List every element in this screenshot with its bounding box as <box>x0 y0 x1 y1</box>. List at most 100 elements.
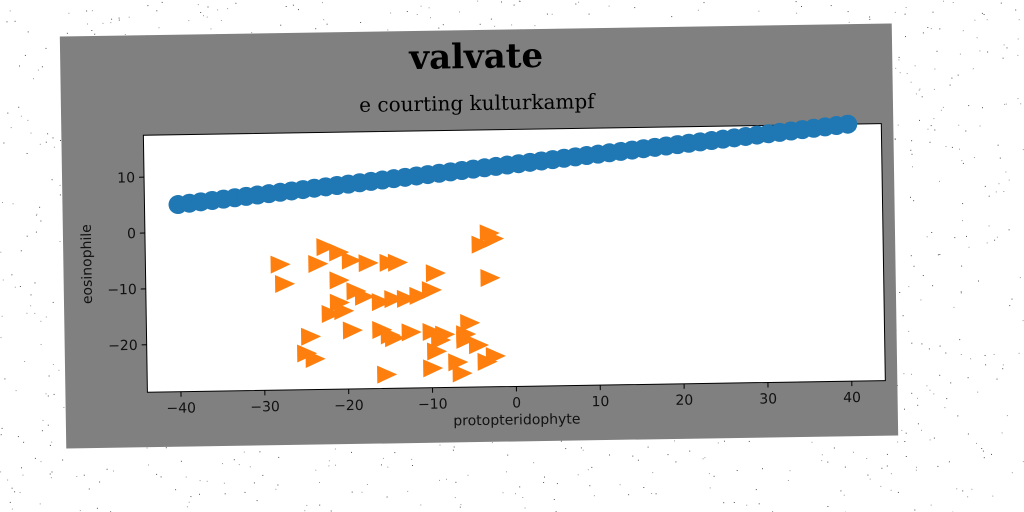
noise-speck <box>929 141 931 143</box>
x-tick-label: 0 <box>512 395 521 411</box>
noise-speck <box>984 185 986 187</box>
noise-speck <box>477 0 479 2</box>
noise-speck <box>551 13 553 15</box>
noise-speck <box>968 246 970 248</box>
scatter-chart: valvate e courting kulturkampf −40 −30 −20… <box>79 36 886 429</box>
noise-speck <box>439 444 441 446</box>
noise-speck <box>467 474 469 476</box>
noise-speck <box>929 439 931 441</box>
noise-speck <box>795 1 797 3</box>
noise-speck <box>148 464 149 466</box>
noise-speck <box>292 4 294 6</box>
noise-speck <box>927 27 929 28</box>
noise-speck <box>199 480 201 482</box>
noise-speck <box>34 282 36 284</box>
noise-speck <box>946 398 948 400</box>
noise-speck <box>59 194 61 196</box>
noise-speck <box>918 89 920 91</box>
noise-speck <box>939 254 941 255</box>
noise-speck <box>886 453 888 455</box>
noise-speck <box>2 279 4 281</box>
noise-speck <box>382 457 384 459</box>
noise-speck <box>533 462 535 464</box>
noise-speck <box>1004 103 1006 105</box>
noise-speck <box>506 471 507 473</box>
noise-speck <box>224 493 226 495</box>
noise-speck <box>977 391 979 393</box>
noise-speck <box>575 3 577 5</box>
noise-speck <box>945 146 947 147</box>
noise-speck <box>905 36 906 38</box>
noise-speck <box>156 473 158 475</box>
noise-speck <box>905 456 907 457</box>
noise-speck <box>277 484 279 486</box>
noise-speck <box>19 492 21 493</box>
noise-speck <box>950 382 952 384</box>
noise-speck <box>1001 432 1003 434</box>
noise-speck <box>188 501 190 503</box>
noise-speck <box>988 225 990 227</box>
noise-speck <box>755 489 757 491</box>
noise-speck <box>1018 352 1020 354</box>
noise-speck <box>940 109 942 111</box>
noise-speck <box>1019 277 1021 279</box>
noise-speck <box>17 436 19 438</box>
noise-speck <box>40 461 42 463</box>
noise-speck <box>47 424 49 426</box>
noise-speck <box>962 490 964 492</box>
noise-speck <box>967 377 969 379</box>
noise-speck <box>937 254 939 256</box>
noise-speck <box>821 454 823 456</box>
noise-speck <box>713 475 715 477</box>
noise-speck <box>973 157 975 158</box>
noise-speck <box>326 23 328 25</box>
noise-speck <box>52 364 54 365</box>
noise-speck <box>1011 472 1013 474</box>
noise-speck <box>323 19 325 21</box>
series-layer <box>168 114 858 384</box>
series-2-point <box>270 255 291 274</box>
noise-speck <box>91 10 93 12</box>
noise-speck <box>34 457 36 459</box>
noise-speck <box>983 457 985 459</box>
noise-speck <box>844 466 846 468</box>
noise-speck <box>1006 415 1008 417</box>
noise-speck <box>1002 368 1004 370</box>
noise-speck <box>992 495 994 497</box>
noise-speck <box>910 149 912 151</box>
noise-speck <box>951 77 953 79</box>
noise-speck <box>697 9 699 11</box>
noise-speck <box>118 19 120 21</box>
noise-speck <box>438 27 440 29</box>
noise-speck <box>637 459 639 461</box>
noise-speck <box>945 352 947 354</box>
noise-speck <box>724 440 725 442</box>
series-2-point <box>384 290 405 309</box>
noise-speck <box>39 503 41 505</box>
noise-speck <box>319 504 321 506</box>
noise-speck <box>942 106 944 108</box>
noise-speck <box>886 465 888 467</box>
y-axis-label: eosinophile <box>79 224 96 304</box>
series-2-point <box>387 253 408 272</box>
noise-speck <box>920 299 922 301</box>
x-tick-label: −10 <box>418 397 448 413</box>
noise-speck <box>285 6 287 7</box>
noise-speck <box>899 72 901 74</box>
noise-speck <box>190 496 192 498</box>
noise-speck <box>45 316 47 318</box>
noise-speck <box>387 29 389 31</box>
noise-speck <box>962 162 964 164</box>
noise-speck <box>981 12 983 14</box>
noise-speck <box>0 337 2 339</box>
noise-speck <box>511 24 513 26</box>
noise-speck <box>580 447 582 449</box>
noise-speck <box>827 461 829 463</box>
noise-speck <box>2 202 3 203</box>
series-2-point <box>321 305 342 324</box>
noise-speck <box>30 294 32 296</box>
noise-speck <box>1018 19 1020 21</box>
noise-speck <box>156 10 158 12</box>
noise-speck <box>41 66 43 68</box>
noise-speck <box>381 464 382 466</box>
